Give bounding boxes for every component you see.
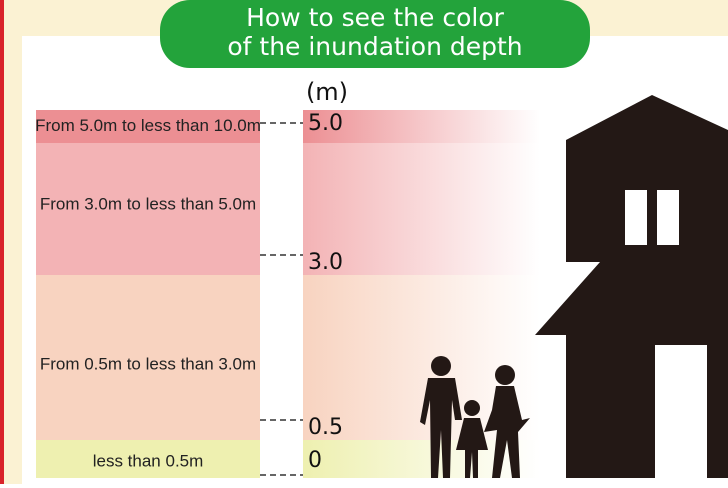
- depth-tick: 0: [308, 448, 322, 473]
- banner-line: How to see the color: [246, 3, 505, 32]
- unit-label: (m): [306, 78, 348, 106]
- depth-tick: 3.0: [308, 250, 343, 275]
- banner-line: of the inundation depth: [227, 32, 522, 61]
- infographic: How to see the color of the inundation d…: [0, 0, 728, 484]
- window: [625, 190, 647, 245]
- band-label: less than 0.5m: [93, 451, 204, 470]
- band-label: From 5.0m to less than 10.0m: [35, 116, 261, 135]
- depth-tick: 0.5: [308, 415, 343, 440]
- window: [657, 190, 679, 245]
- depth-tick: 5.0: [308, 111, 343, 136]
- door-opening: [655, 345, 707, 478]
- edge-line: [0, 0, 4, 484]
- band-label: From 0.5m to less than 3.0m: [40, 354, 256, 373]
- band-label: From 3.0m to less than 5.0m: [40, 194, 256, 213]
